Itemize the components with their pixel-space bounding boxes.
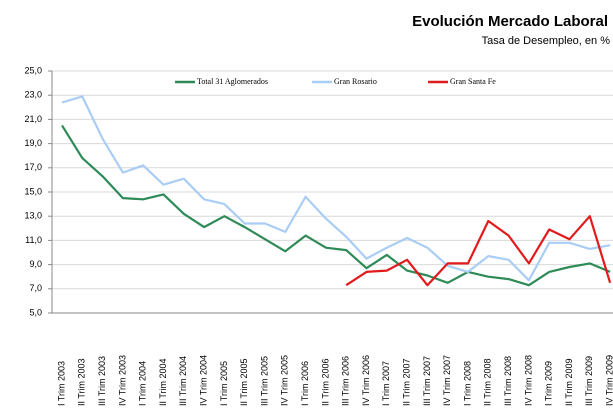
x-tick-label: II Trim 2003 bbox=[77, 358, 87, 406]
x-tick-label: III Trim 2004 bbox=[178, 356, 188, 406]
y-tick-label: 23,0 bbox=[24, 90, 42, 100]
legend-label: Gran Santa Fe bbox=[450, 77, 496, 86]
legend-label: Total 31 Aglomerados bbox=[197, 77, 268, 86]
y-tick-label: 15,0 bbox=[24, 186, 42, 196]
x-tick-label: III Trim 2006 bbox=[341, 356, 351, 406]
x-tick-label: IV Trim 2005 bbox=[280, 355, 290, 406]
x-tick-label: I Trim 2005 bbox=[219, 361, 229, 406]
chart-subtitle: Tasa de Desempleo, en % bbox=[482, 35, 611, 47]
x-tick-label: IV Trim 2008 bbox=[523, 355, 533, 406]
x-tick-label: IV Trim 2003 bbox=[117, 355, 127, 406]
y-tick-label: 9,0 bbox=[29, 259, 42, 269]
x-tick-label: III Trim 2005 bbox=[259, 356, 269, 406]
x-tick-label: I Trim 2003 bbox=[56, 361, 66, 406]
x-tick-label: IV Trim 2006 bbox=[361, 355, 371, 406]
x-tick-label: I Trim 2007 bbox=[381, 361, 391, 406]
x-tick-label: II Trim 2006 bbox=[320, 358, 330, 406]
x-tick-label: I Trim 2008 bbox=[462, 361, 472, 406]
x-tick-label: III Trim 2007 bbox=[422, 356, 432, 406]
x-tick-label: I Trim 2006 bbox=[300, 361, 310, 406]
x-tick-label: II Trim 2007 bbox=[401, 358, 411, 406]
y-tick-label: 7,0 bbox=[29, 283, 42, 293]
x-tick-label: III Trim 2008 bbox=[503, 356, 513, 406]
y-tick-label: 13,0 bbox=[24, 211, 42, 221]
y-tick-label: 25,0 bbox=[24, 65, 42, 75]
x-tick-label: IV Trim 2009 bbox=[604, 355, 613, 406]
x-tick-label: II Trim 2005 bbox=[239, 358, 249, 406]
y-tick-label: 19,0 bbox=[24, 138, 42, 148]
x-tick-label: III Trim 2009 bbox=[584, 356, 594, 406]
y-tick-label: 17,0 bbox=[24, 162, 42, 172]
x-tick-label: I Trim 2004 bbox=[138, 361, 148, 406]
series-line bbox=[61, 124, 611, 287]
legend-label: Gran Rosario bbox=[334, 77, 377, 86]
y-tick-label: 21,0 bbox=[24, 114, 42, 124]
x-tick-label: II Trim 2008 bbox=[483, 358, 493, 406]
chart-title: Evolución Mercado Laboral bbox=[412, 13, 608, 30]
y-tick-label: 11,0 bbox=[25, 235, 42, 245]
series-line bbox=[345, 215, 612, 287]
x-tick-label: IV Trim 2007 bbox=[442, 355, 452, 406]
x-tick-label: II Trim 2009 bbox=[564, 358, 574, 406]
series-line bbox=[61, 95, 611, 282]
x-tick-label: I Trim 2009 bbox=[544, 361, 554, 406]
x-tick-label: III Trim 2003 bbox=[97, 356, 107, 406]
x-tick-label: IV Trim 2004 bbox=[198, 355, 208, 406]
x-tick-label: II Trim 2004 bbox=[158, 358, 168, 406]
y-tick-label: 5,0 bbox=[29, 307, 42, 317]
